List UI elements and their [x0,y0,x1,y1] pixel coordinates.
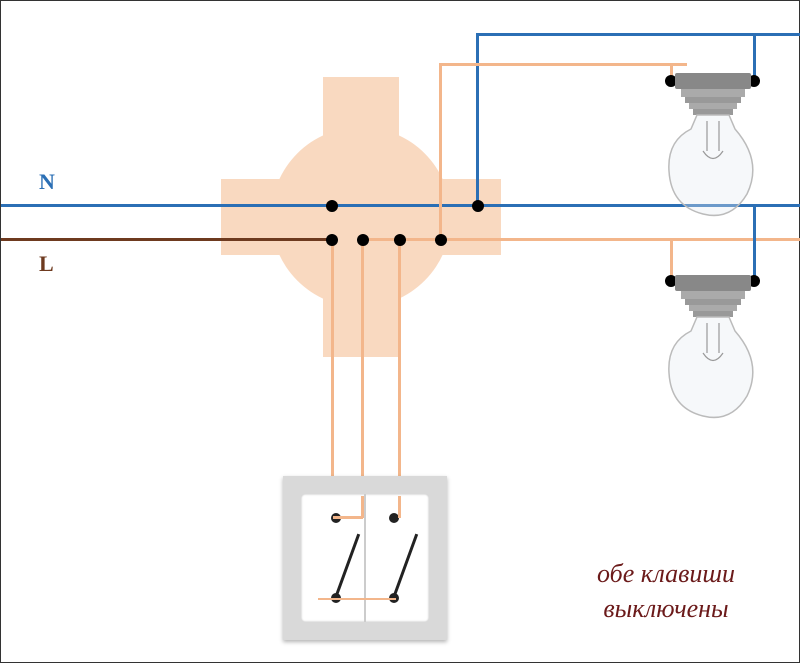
double-switch [283,476,447,640]
switch2-arm[interactable] [392,534,418,599]
node [394,234,406,246]
wire-neutral-bulb1 [476,33,479,206]
switch-divider [364,494,366,622]
caption-line1: обе клавиши [597,559,735,588]
wire-switch-stub1 [361,496,364,518]
caption-line2: выключены [603,594,728,623]
node [435,234,447,246]
node [357,234,369,246]
node [326,200,338,212]
light-bulb-1 [653,71,783,226]
wire-switch-out2-v [439,63,442,241]
node [472,200,484,212]
wire-neutral-bulb1-top [476,33,800,36]
wire-switch-common [318,598,396,600]
wire-switch-stub2 [398,496,401,518]
switch-body [301,494,429,622]
wire-switch-bridge [333,516,363,519]
wire-switch-out1 [361,238,364,496]
node [326,234,338,246]
wiring-diagram: N L [0,0,800,663]
switch1-arm[interactable] [334,534,360,599]
label-live: L [39,251,54,277]
label-neutral: N [39,169,55,195]
light-bulb-2 [653,273,783,428]
wire-switch-out2 [398,238,401,496]
status-caption: обе клавиши выключены [541,556,791,626]
wire-switch-out2-h2 [439,63,687,66]
wire-live [1,238,333,241]
